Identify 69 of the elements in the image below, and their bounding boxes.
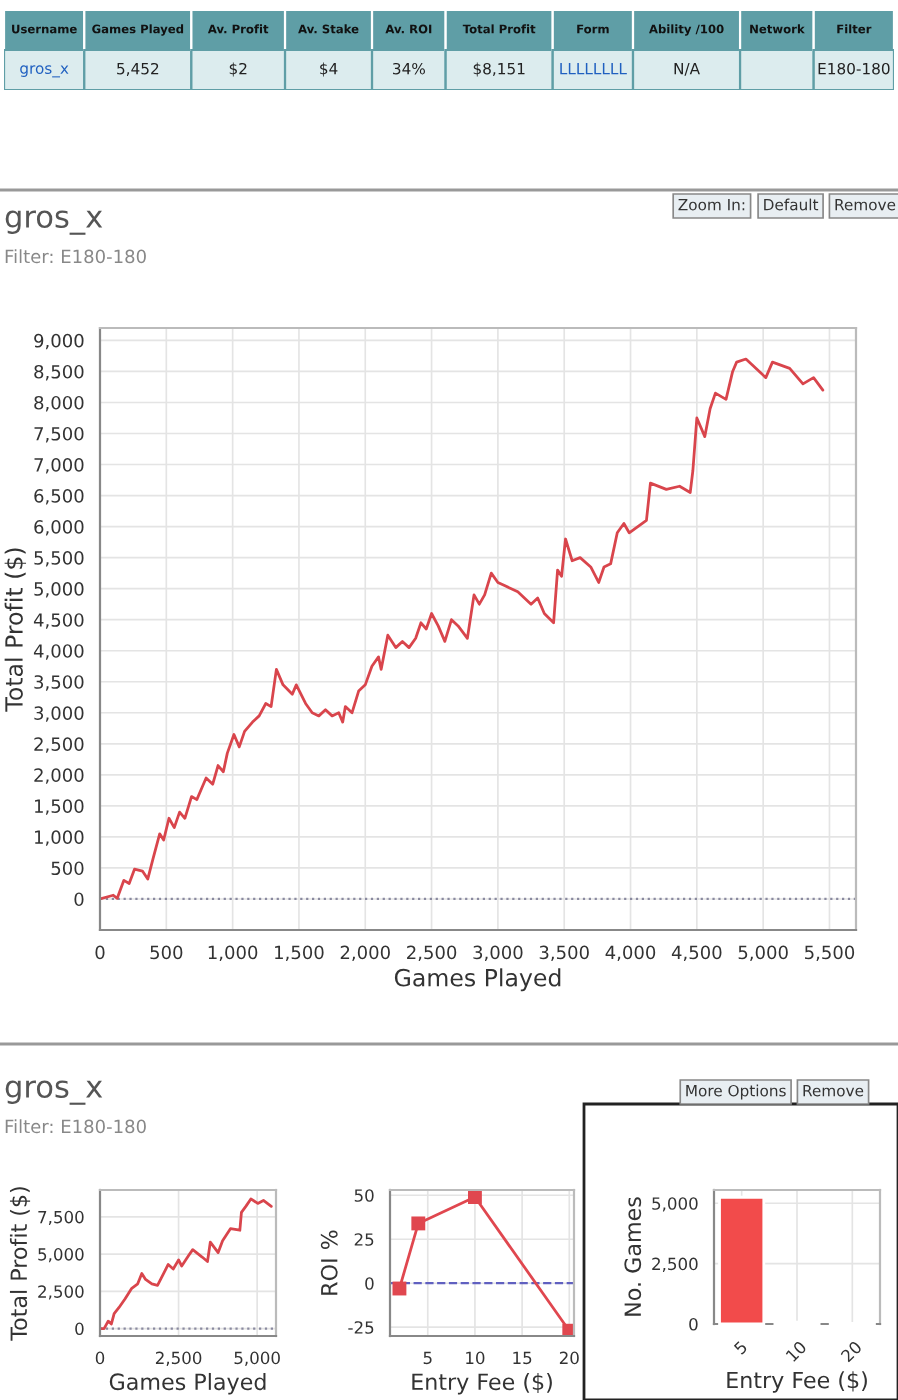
y-tick-label: 7,500 — [34, 426, 84, 443]
x-axis-title: Games Played — [394, 968, 561, 992]
x-tick-label: 10 — [466, 1351, 485, 1365]
y-tick-label: 0 — [75, 1322, 84, 1336]
y-tick-label: 6,500 — [34, 489, 84, 505]
y-tick-label: 1,000 — [35, 830, 84, 846]
y-tick-label: 8,000 — [34, 395, 84, 412]
x-tick-label: 0 — [95, 1351, 105, 1365]
point — [392, 1281, 407, 1296]
y-tick-label: 25 — [354, 1233, 374, 1246]
x-tick-label: 10 — [785, 1340, 808, 1363]
y-axis-title: Total Profit ($) — [4, 548, 27, 712]
y-tick-label: 7,000 — [34, 458, 84, 474]
chart-subtitle: Filter: E180-180 — [5, 249, 146, 264]
chart-subtitle: Filter: E180-180 — [5, 1119, 146, 1134]
y-tick-label: 3,000 — [34, 706, 84, 722]
x-tick-label: 2,500 — [407, 945, 457, 962]
bar — [718, 1195, 766, 1326]
x-axis-title: Entry Fee ($) — [727, 1371, 867, 1393]
y-tick-label: 9,000 — [34, 333, 84, 350]
y-tick-label: 6,000 — [34, 520, 84, 536]
x-tick-label: 5,000 — [738, 945, 788, 962]
y-tick-label: 5,000 — [652, 1197, 698, 1212]
x-tick-label: 4,500 — [671, 945, 722, 962]
x-tick-label: 1,500 — [275, 945, 324, 962]
x-tick-label: 1,000 — [208, 945, 258, 962]
x-tick-label: 500 — [150, 945, 183, 960]
y-tick-label: 5,500 — [34, 551, 84, 567]
x-tick-label: 3,000 — [473, 945, 523, 962]
x-axis-title: Games Played — [109, 1372, 266, 1395]
x-tick-label: 5 — [423, 1351, 432, 1365]
x-axis-title: Entry Fee ($) — [412, 1372, 552, 1395]
y-tick-label: 50 — [354, 1189, 374, 1202]
x-tick-label: 20 — [840, 1340, 863, 1363]
line-series — [100, 357, 825, 901]
y-tick-label: 4,500 — [33, 613, 84, 629]
x-tick-label: 5 — [733, 1340, 748, 1355]
chart-title: gros_x — [5, 1080, 103, 1105]
chart-title: gros_x — [5, 210, 103, 235]
line-series — [100, 1197, 273, 1330]
y-tick-label: 0 — [365, 1277, 374, 1290]
y-tick-label: 4,000 — [33, 644, 84, 660]
y-tick-label: 7,500 — [38, 1210, 84, 1226]
point — [467, 1190, 482, 1204]
x-tick-label: 2,500 — [155, 1351, 202, 1366]
y-tick-label: 0 — [689, 1317, 698, 1331]
y-tick-label: 3,500 — [34, 675, 84, 691]
y-tick-label: 1,500 — [35, 799, 84, 815]
y-axis-title: No. Games — [624, 1197, 642, 1316]
y-tick-label: 500 — [51, 861, 84, 876]
y-tick-label: 2,500 — [34, 737, 84, 753]
x-tick-label: 20 — [559, 1351, 579, 1365]
y-tick-label: 2,500 — [652, 1257, 698, 1272]
x-tick-label: 5,000 — [234, 1351, 280, 1366]
x-tick-label: 3,500 — [539, 945, 589, 962]
y-tick-label: 2,500 — [38, 1285, 84, 1300]
y-tick-label: -25 — [348, 1321, 374, 1334]
y-tick-label: 5,000 — [38, 1248, 84, 1263]
y-axis-title: Total Profit ($) — [9, 1187, 31, 1341]
x-tick-label: 4,000 — [605, 945, 656, 962]
y-tick-label: 5,000 — [34, 582, 84, 598]
y-tick-label: 0 — [74, 892, 84, 907]
y-tick-label: 2,000 — [34, 768, 84, 784]
y-axis-title: ROI % — [320, 1230, 338, 1295]
y-tick-label: 8,500 — [34, 364, 84, 381]
x-tick-label: 15 — [513, 1351, 532, 1365]
x-tick-label: 5,500 — [805, 945, 855, 962]
point — [411, 1216, 426, 1231]
x-tick-label: 0 — [95, 945, 105, 960]
